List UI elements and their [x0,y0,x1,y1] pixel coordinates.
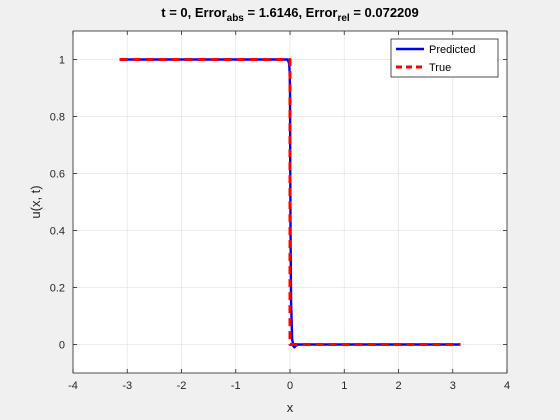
chart-title: t = 0, Errorabs = 1.6146, Errorrel = 0.0… [161,5,419,24]
x-tick-label: 0 [287,380,293,392]
ticks: -4 -3 -2 -1 0 1 2 3 4 0 0.2 0.4 0.6 0.8 1 [50,31,510,392]
y-tick-label: 1 [59,55,65,67]
x-tick-label: 1 [341,380,347,392]
x-tick-label: 4 [504,380,510,392]
x-tick-label: -4 [68,380,78,392]
y-tick-label: 0 [59,340,65,352]
x-axis-label: x [287,400,294,415]
y-tick-label: 0.8 [50,112,65,124]
legend-predicted-label: Predicted [429,44,475,56]
x-tick-label: -2 [177,380,187,392]
x-tick-label: -3 [122,380,132,392]
legend-box [390,38,499,78]
x-tick-label: 2 [395,380,401,392]
x-tick-label: -1 [231,380,241,392]
legend: Predicted True [390,38,499,78]
y-tick-label: 0.6 [50,169,65,181]
x-tick-label: 3 [450,380,456,392]
series-layer [119,58,461,349]
y-tick-label: 0.2 [50,283,65,295]
series-line-true [119,58,461,346]
y-tick-label: 0.4 [50,226,65,238]
legend-true-label: True [429,62,451,74]
y-axis-label: u(x, t) [28,185,43,218]
